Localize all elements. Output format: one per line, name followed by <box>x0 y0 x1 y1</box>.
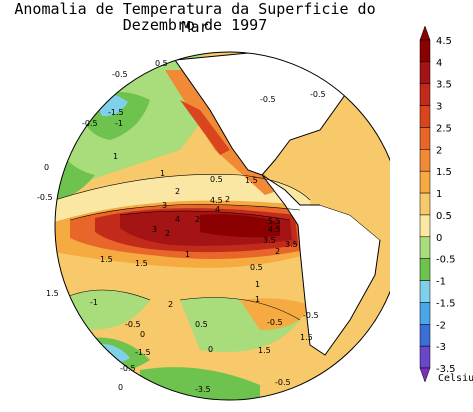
contour-label: 4 <box>215 205 220 214</box>
colorbar-bin <box>419 192 431 216</box>
contour-label: 0.5 <box>155 59 168 68</box>
contour-label: -1.5 <box>108 108 124 117</box>
contour-label: 1.5 <box>258 346 271 355</box>
contour-label: -1.5 <box>135 348 151 357</box>
colorbar-bin <box>419 170 431 194</box>
colorbar-bin <box>419 214 431 238</box>
colorbar-bin <box>419 324 431 347</box>
colorbar-tick-label: 0.5 <box>436 211 452 222</box>
contour-label: 1 <box>255 280 260 289</box>
contour-label: 1 <box>113 152 118 161</box>
colorbar-bins <box>419 25 431 383</box>
colorbar-tick-label: -1 <box>436 277 446 288</box>
contour-label: 3.5 <box>263 236 276 245</box>
colorbar-bin <box>419 61 431 84</box>
colorbar-tick-label: 2.5 <box>436 123 452 134</box>
colorbar-tick-label: -1.5 <box>436 298 456 309</box>
contour-label: 2 <box>225 195 230 204</box>
map-title: Anomalia de Temperatura da Superficie do… <box>14 0 376 36</box>
colorbar-bin <box>419 149 431 172</box>
contour-label: 1 <box>255 295 260 304</box>
contour-label: 0 <box>44 163 49 172</box>
contour-label: -0.5 <box>120 364 136 373</box>
contour-label: 4.5 <box>210 196 223 205</box>
sst-anomaly-globe: -0.50.5-1.5-1-0.50-0.51120.5-0.5-0.51.52… <box>37 51 390 401</box>
colorbar-tick-label: 0 <box>436 233 442 244</box>
colorbar-bin <box>419 345 431 369</box>
map-subtitle: Dezembro de 1997 <box>122 16 268 34</box>
contour-label: -0.5 <box>267 318 283 327</box>
contour-label: 2 <box>195 215 200 224</box>
colorbar-tick-label: 1.5 <box>436 167 452 178</box>
contour-label: 4 <box>175 215 180 224</box>
contour-label: -0.5 <box>82 119 98 128</box>
contour-label: 3 <box>162 201 167 210</box>
colorbar-tick-label: -3.5 <box>436 364 456 375</box>
contour-label: -1 <box>90 298 98 307</box>
colorbar-tick-label: 1 <box>436 189 442 200</box>
contour-label: 1 <box>160 169 165 178</box>
contour-label: -0.5 <box>303 311 319 320</box>
contour-label: 1 <box>185 250 190 259</box>
contour-label: 1.5 <box>46 289 59 298</box>
contour-label: 5.5 <box>268 217 281 226</box>
contour-label: 0.5 <box>210 175 223 184</box>
colorbar-tick-label: 2 <box>436 145 442 156</box>
contour-label: 0 <box>208 345 213 354</box>
contour-label: 0.5 <box>195 320 208 329</box>
contour-label: -0.5 <box>37 193 53 202</box>
colorbar-tick-label: -2 <box>436 320 446 331</box>
contour-label: 2 <box>275 247 280 256</box>
contour-labels: -0.50.5-1.5-1-0.50-0.51120.5-0.5-0.51.52… <box>37 59 326 394</box>
colorbar-tick-label: 4.5 <box>436 36 452 47</box>
globe-outline <box>54 51 390 401</box>
colorbar-top-arrow <box>419 25 431 41</box>
contour-label: 1.5 <box>135 259 148 268</box>
colorbar-tick-label: -0.5 <box>436 255 456 266</box>
colorbar-bin <box>419 39 431 63</box>
contour-label: 1.5 <box>245 176 258 185</box>
colorbar-unit: Celsius <box>438 373 473 384</box>
contour-label: -1 <box>115 119 123 128</box>
contour-label: -0.5 <box>112 70 128 79</box>
colorbar-bin <box>419 105 431 128</box>
colorbar-bin <box>419 236 431 259</box>
south-america-land <box>261 174 381 356</box>
contour-label: -0.5 <box>125 320 141 329</box>
colorbar-tick-label: 4 <box>436 58 442 69</box>
colorbar-bin <box>419 83 431 106</box>
contour-label: -0.5 <box>260 95 276 104</box>
contour-label: 0.5 <box>250 263 263 272</box>
contour-label: 0 <box>118 383 123 392</box>
contour-label: 3.5 <box>285 240 298 249</box>
contour-label: 2 <box>165 229 170 238</box>
contour-label: 2 <box>168 300 173 309</box>
colorbar-bin <box>419 258 431 281</box>
colorbar-bin <box>419 302 431 325</box>
contour-label: 4.5 <box>268 225 281 234</box>
colorbar-tick-label: 3.5 <box>436 80 452 91</box>
contour-label: 2 <box>175 187 180 196</box>
contour-label: 1.5 <box>300 333 313 342</box>
colorbar-tick-label: -3 <box>436 342 446 353</box>
contour-label: 1.5 <box>100 255 113 264</box>
colorbar-bottom-arrow <box>419 367 431 383</box>
contour-label: -3.5 <box>195 385 211 394</box>
colorbar-bin <box>419 127 431 150</box>
contour-label: 0 <box>140 330 145 339</box>
colorbar-tick-label: 3 <box>436 102 442 113</box>
contour-label: -0.5 <box>275 378 291 387</box>
colorbar-ticks: 4.5 4 3.5 3 2.5 2 1.5 1 0.5 0 -0.5 -1 -1.5 -2 -3 -3.5 <box>436 36 456 375</box>
contour-label: 3 <box>152 225 157 234</box>
colorbar-bin <box>419 280 431 303</box>
contour-label: -0.5 <box>310 90 326 99</box>
